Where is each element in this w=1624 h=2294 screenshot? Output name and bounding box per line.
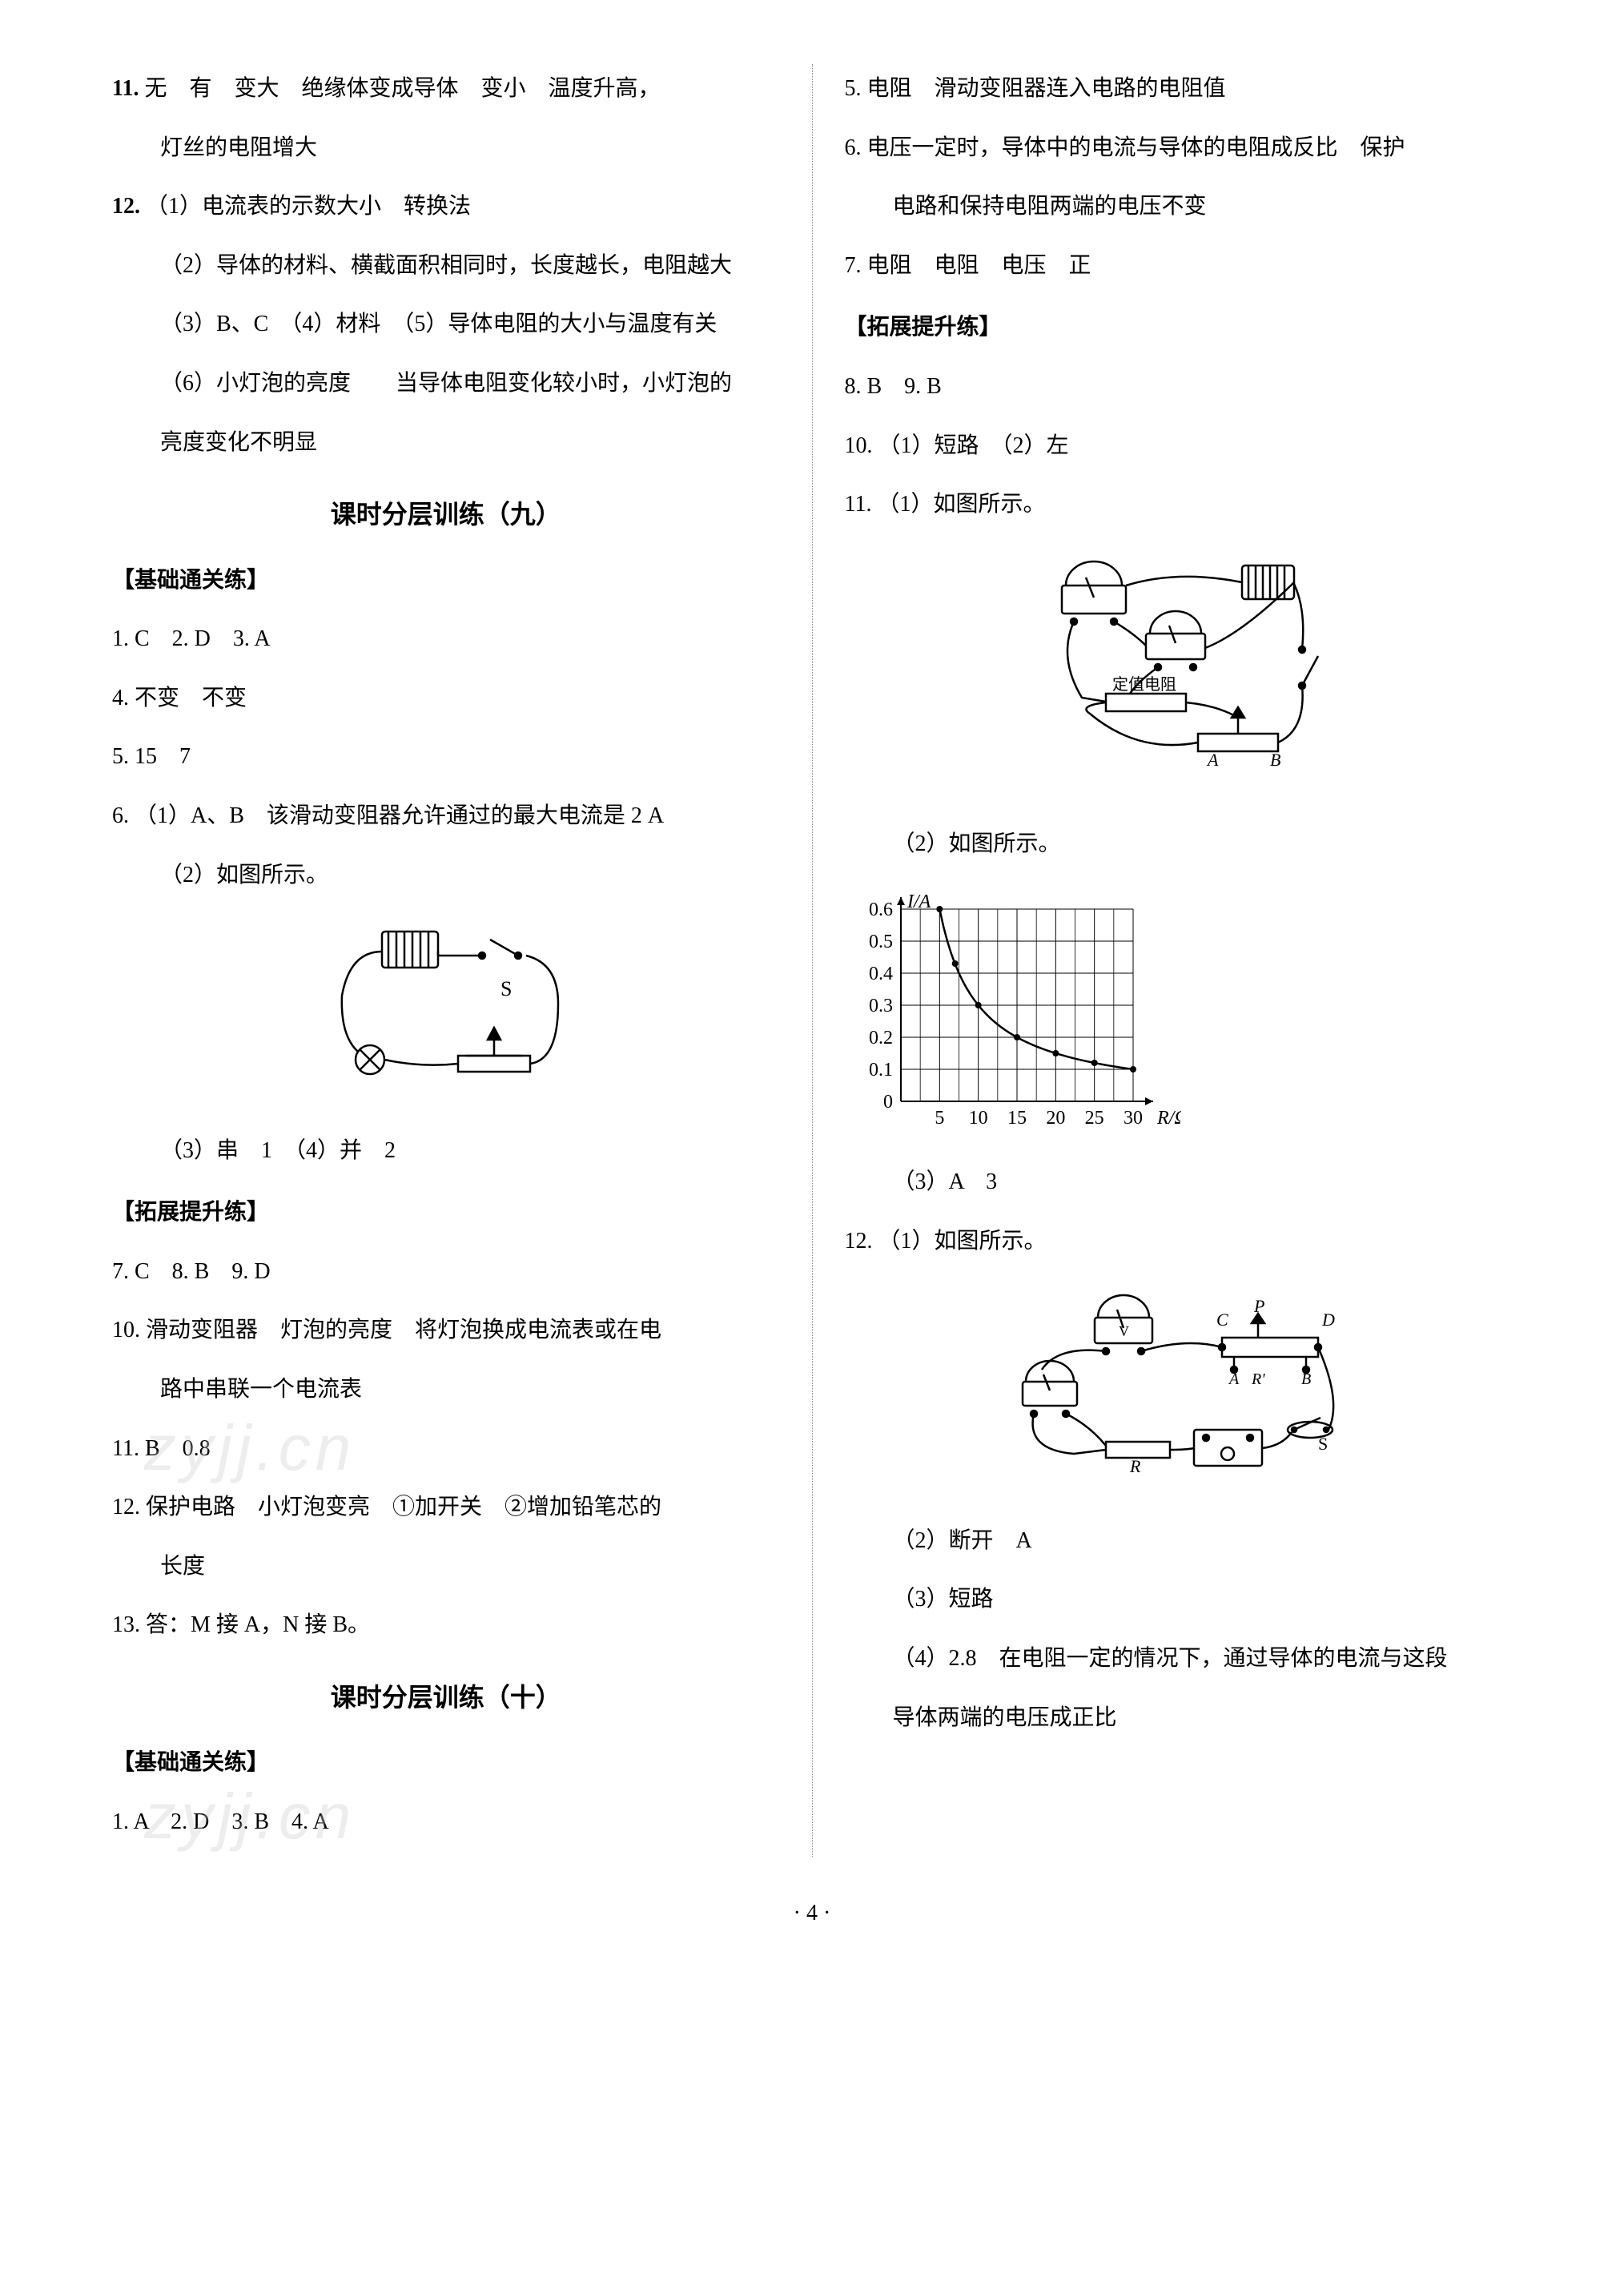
r-q7: 7. 电阻 电阻 电压 正	[845, 241, 1513, 291]
r-expand-heading: 【拓展提升练】	[845, 303, 1513, 352]
r-q12-3: （3）短路	[845, 1575, 1513, 1624]
circuit-diagram-2: 定值电阻 A B	[845, 545, 1513, 804]
svg-text:15: 15	[1007, 1108, 1027, 1129]
s9-q7-9: 7. C 8. B 9. D	[112, 1247, 780, 1297]
q12-1-text: （1）电流表的示数大小 转换法	[146, 194, 471, 219]
svg-text:S: S	[1318, 1434, 1328, 1454]
right-column: 5. 电阻 滑动变阻器连入电路的电阻值 6. 电压一定时，导体中的电流与导体的电…	[813, 64, 1545, 1857]
s9-q10-2: 路中串联一个电流表	[112, 1365, 780, 1415]
section-10-title: 课时分层训练（十）	[112, 1669, 780, 1725]
q12-3-text: （3）B、C （4）材料 （5）导体电阻的大小与温度有关	[160, 312, 717, 336]
svg-text:0: 0	[883, 1092, 893, 1113]
svg-text:0.6: 0.6	[869, 899, 893, 920]
page-container: 11. 无 有 变大 绝缘体变成导体 变小 温度升高， 灯丝的电阻增大 12. …	[80, 64, 1544, 1857]
svg-text:10: 10	[968, 1108, 987, 1129]
page-number: · 4 ·	[80, 1889, 1544, 1938]
r-q6-2: 电路和保持电阻两端的电压不变	[845, 182, 1513, 231]
iv-chart: 5 10 15 20 25 30 0 0.1 0.2 0.3 0.4 0.5 0.6 R/Ω I/A	[845, 885, 1513, 1141]
svg-text:0.4: 0.4	[869, 964, 893, 984]
svg-text:P: P	[1253, 1296, 1264, 1316]
r-q6-1: 6. 电压一定时，导体中的电流与导体的电阻成反比 保护	[845, 123, 1513, 173]
r-q10: 10. （1）短路 （2）左	[845, 421, 1513, 471]
svg-text:5: 5	[935, 1108, 944, 1129]
svg-text:0.3: 0.3	[869, 996, 893, 1016]
svg-text:B: B	[1270, 750, 1280, 770]
svg-text:A: A	[1228, 1370, 1240, 1388]
q12-line2: （2）导体的材料、横截面积相同时，长度越长，电阻越大	[112, 241, 780, 291]
svg-text:D: D	[1321, 1310, 1335, 1330]
r-q11-2: （2）如图所示。	[845, 819, 1513, 869]
r-q11-3: （3）A 3	[845, 1157, 1513, 1207]
expand-heading-9: 【拓展提升练】	[112, 1188, 780, 1238]
basic-heading-10: 【基础通关练】	[112, 1738, 780, 1788]
r-q12-5: 导体两端的电压成正比	[845, 1693, 1513, 1743]
r-q12-2: （2）断开 A	[845, 1516, 1513, 1566]
r-q8-9: 8. B 9. B	[845, 362, 1513, 412]
q12-line4: （6）小灯泡的亮度 当导体电阻变化较小时，小灯泡的	[112, 359, 780, 408]
s9-q1-3: 1. C 2. D 3. A	[112, 614, 780, 664]
q11-text: 无 有 变大 绝缘体变成导体 变小 温度升高，	[144, 76, 660, 101]
s9-q5: 5. 15 7	[112, 732, 780, 782]
s9-q6-2: （2）如图所示。	[112, 851, 780, 900]
s9-q13: 13. 答：M 接 A，N 接 B。	[112, 1600, 780, 1650]
q12-line5: 亮度变化不明显	[112, 418, 780, 468]
svg-text:30: 30	[1124, 1108, 1143, 1129]
svg-text:R: R	[1129, 1456, 1141, 1474]
svg-text:R/Ω: R/Ω	[1156, 1108, 1181, 1129]
section-9-title: 课时分层训练（九）	[112, 486, 780, 542]
s9-q6-3: （3）串 1 （4）并 2	[112, 1126, 780, 1176]
s9-q6-1: 6. （1）A、B 该滑动变阻器允许通过的最大电流是 2 A	[112, 791, 780, 841]
q12-line3: （3）B、C （4）材料 （5）导体电阻的大小与温度有关	[112, 300, 780, 349]
svg-text:0.2: 0.2	[869, 1028, 893, 1048]
r-q11-1: 11. （1）如图所示。	[845, 480, 1513, 529]
s10-q1-4: 1. A 2. D 3. B 4. A	[112, 1797, 780, 1847]
svg-text:C: C	[1216, 1310, 1228, 1330]
s9-q10-1: 10. 滑动变阻器 灯泡的亮度 将灯泡换成电流表或在电	[112, 1306, 780, 1355]
circuit-diagram-1: S	[112, 916, 780, 1110]
svg-text:V: V	[1119, 1323, 1129, 1339]
s9-q11: 11. B 0.8	[112, 1424, 780, 1474]
r-q12-1: 12. （1）如图所示。	[845, 1217, 1513, 1266]
s9-q12-2: 长度	[112, 1542, 780, 1592]
svg-text:0.1: 0.1	[869, 1060, 893, 1081]
r-q12-4: （4）2.8 在电阻一定的情况下，通过导体的电流与这段	[845, 1634, 1513, 1684]
q11-line1: 11. 无 有 变大 绝缘体变成导体 变小 温度升高，	[112, 64, 780, 114]
circuit-diagram-3: V	[845, 1282, 1513, 1500]
q11-line2: 灯丝的电阻增大	[112, 123, 780, 173]
s9-q12-1: 12. 保护电路 小灯泡变亮 ①加开关 ②增加铅笔芯的	[112, 1483, 780, 1532]
basic-heading-9: 【基础通关练】	[112, 556, 780, 606]
svg-text:25: 25	[1084, 1108, 1103, 1129]
q12-line1: 12. （1）电流表的示数大小 转换法	[112, 182, 780, 231]
svg-text:B: B	[1301, 1370, 1311, 1388]
r-q5: 5. 电阻 滑动变阻器连入电路的电阻值	[845, 64, 1513, 114]
left-column: 11. 无 有 变大 绝缘体变成导体 变小 温度升高， 灯丝的电阻增大 12. …	[80, 64, 813, 1857]
svg-text:定值电阻: 定值电阻	[1112, 675, 1176, 694]
svg-text:I/A: I/A	[906, 891, 931, 912]
svg-text:0.5: 0.5	[869, 932, 893, 952]
s9-q4: 4. 不变 不变	[112, 674, 780, 723]
svg-text:A: A	[1206, 750, 1219, 770]
svg-text:R': R'	[1251, 1370, 1265, 1388]
svg-text:S: S	[500, 977, 512, 1000]
svg-text:20: 20	[1046, 1108, 1065, 1129]
